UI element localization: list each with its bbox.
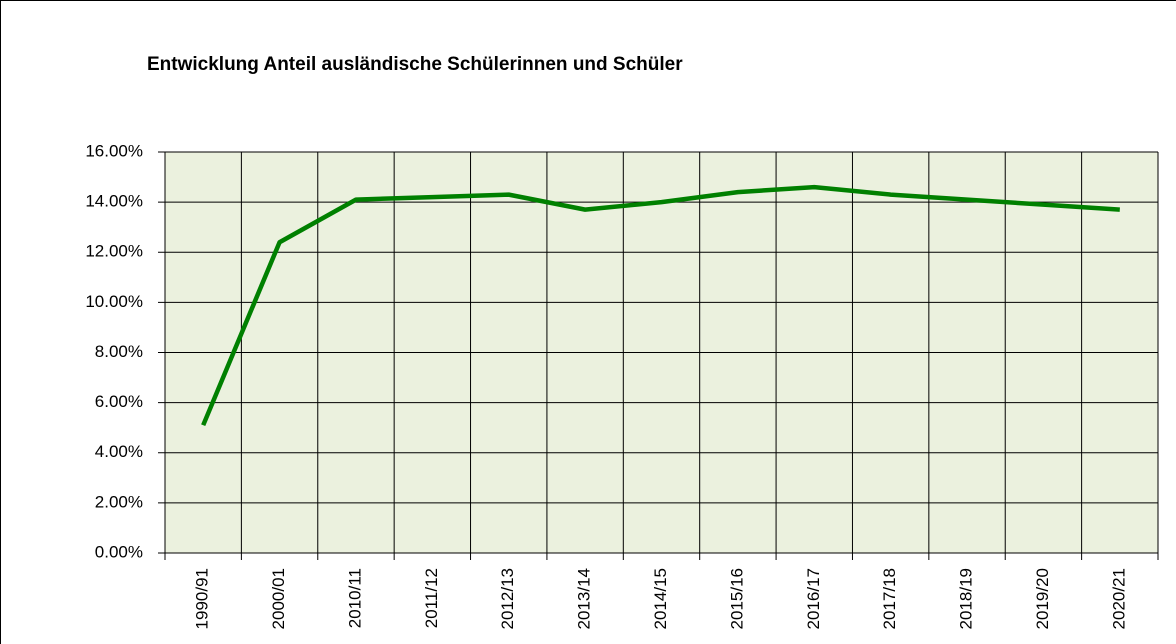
x-tick-label: 2012/13	[498, 568, 517, 629]
y-tick-label: 12.00%	[85, 242, 143, 261]
y-tick-label: 4.00%	[95, 442, 143, 461]
x-tick-label: 1990/91	[193, 568, 212, 629]
x-tick-label: 2020/21	[1109, 568, 1128, 629]
x-tick-label: 2016/17	[804, 568, 823, 629]
x-tick-label: 2011/12	[422, 568, 441, 628]
x-tick-label: 2014/15	[651, 568, 670, 629]
x-tick-label: 2000/01	[269, 568, 288, 629]
chart-title: Entwicklung Anteil ausländische Schüleri…	[147, 54, 683, 75]
x-tick-label: 2018/19	[957, 568, 976, 629]
y-tick-label: 14.00%	[85, 192, 143, 211]
line-series	[201, 184, 1120, 427]
y-tick-label: 2.00%	[95, 492, 143, 511]
y-tick-label: 10.00%	[85, 292, 143, 311]
x-tick-label: 2017/18	[880, 568, 899, 629]
x-tick-label: 2015/16	[727, 568, 746, 629]
x-tick-label: 2019/20	[1033, 568, 1052, 629]
y-tick-label: 6.00%	[95, 392, 143, 411]
y-tick-label: 0.00%	[95, 542, 143, 561]
x-tick-label: 2010/11	[345, 568, 364, 628]
y-tick-label: 8.00%	[95, 342, 143, 361]
x-tick-label: 2013/14	[575, 568, 594, 629]
y-tick-label: 16.00%	[85, 141, 143, 160]
